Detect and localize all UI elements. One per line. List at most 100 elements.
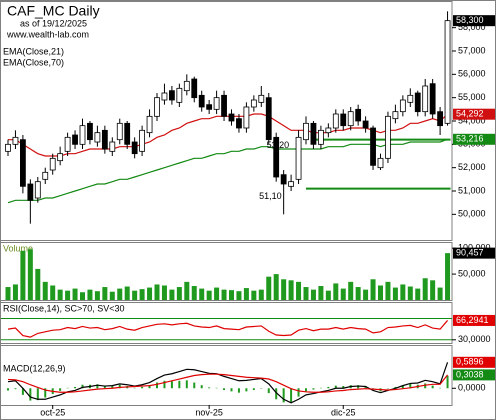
- volume-bar: [169, 289, 175, 300]
- value-tag: [453, 369, 495, 381]
- y-tick-label: 30,0000: [458, 334, 491, 344]
- macd-histogram-bar: [200, 385, 203, 389]
- candle-body: [146, 115, 153, 134]
- volume-bar: [80, 292, 85, 300]
- volume-bar: [325, 290, 331, 300]
- macd-histogram-bar: [245, 388, 248, 392]
- candle-body: [49, 157, 56, 171]
- y-tick-label: 56,000: [458, 69, 486, 79]
- candle-body: [198, 94, 205, 108]
- volume-bar: [176, 287, 182, 300]
- candle-body: [131, 141, 138, 155]
- candle-body: [250, 99, 257, 108]
- candle-body: [444, 20, 451, 124]
- candle-body: [183, 80, 190, 92]
- volume-bar: [147, 287, 153, 300]
- candle-body: [407, 94, 414, 103]
- candle-body: [377, 157, 384, 169]
- macd-histogram-bar: [170, 381, 173, 389]
- volume-bar: [430, 280, 436, 300]
- volume-bar: [243, 288, 249, 300]
- candle-body: [72, 134, 78, 145]
- panel-label: RSI(Close,14), SC>70, SV<30: [3, 303, 125, 313]
- macd-histogram-bar: [357, 385, 360, 389]
- macd-histogram-bar: [74, 386, 77, 389]
- value-tag-label: 58,300: [456, 15, 484, 25]
- macd-histogram-bar: [290, 388, 293, 403]
- candle-body: [116, 122, 123, 141]
- volume-bar: [340, 288, 346, 300]
- macd-line: [7, 373, 449, 393]
- volume-bar: [57, 289, 63, 300]
- value-tag: [453, 133, 495, 145]
- candle-body: [221, 94, 227, 117]
- volume-bar: [266, 276, 272, 300]
- volume-bar: [65, 290, 71, 300]
- macd-histogram-bar: [334, 385, 337, 389]
- volume-bar: [35, 268, 41, 300]
- x-tick-label: nov-25: [195, 407, 223, 417]
- volume-bar: [281, 279, 287, 300]
- candle-body: [303, 122, 309, 141]
- volume-bar: [318, 286, 324, 300]
- legend-entry: EMA(Close,21): [3, 46, 64, 56]
- candle-body: [243, 106, 250, 129]
- y-tick-label: 57,000: [458, 45, 486, 55]
- volume-bar: [355, 287, 361, 300]
- candle-body: [340, 113, 347, 127]
- volume-bar: [437, 287, 443, 300]
- y-tick-label: 51,000: [458, 185, 486, 195]
- candle-body: [161, 92, 168, 101]
- volume-bar: [251, 290, 257, 300]
- macd-histogram-bar: [81, 384, 84, 389]
- value-tag: [453, 108, 495, 120]
- rsi-line: [7, 320, 449, 338]
- y-tick-label: 0,0000: [458, 383, 486, 393]
- macd-histogram-bar: [401, 385, 404, 389]
- candle-body: [34, 181, 41, 199]
- candle-body: [168, 90, 175, 101]
- candle-body: [347, 111, 354, 127]
- macd-histogram-bar: [305, 388, 307, 392]
- y-tick-label: 50,000: [458, 268, 486, 278]
- candle-body: [273, 136, 280, 178]
- macd-histogram-bar: [44, 388, 47, 398]
- candle-body: [429, 83, 436, 115]
- macd-histogram-bar: [118, 384, 121, 389]
- macd-histogram-bar: [297, 388, 300, 397]
- value-tag: [453, 247, 495, 259]
- value-tag: [453, 356, 495, 368]
- y-tick-label: 54,000: [458, 115, 486, 125]
- macd-histogram-bar: [156, 382, 158, 389]
- volume-bar: [296, 281, 302, 300]
- chart-title: CAF_MC Daily: [7, 3, 100, 19]
- macd-histogram-bar: [394, 386, 397, 389]
- candle-body: [27, 183, 34, 201]
- candle-body: [370, 127, 376, 166]
- candle-body: [355, 108, 362, 122]
- macd-histogram-bar: [59, 388, 62, 391]
- value-tag-label: 54,292: [456, 109, 484, 119]
- subtitle: as of 19/12/2025: [20, 18, 87, 28]
- level-label: 51,10: [259, 191, 282, 201]
- volume-bar: [109, 291, 115, 300]
- macd-histogram-bar: [193, 382, 196, 389]
- macd-histogram-bar: [424, 383, 427, 389]
- volume-bar: [191, 286, 197, 300]
- macd-histogram-bar: [327, 386, 330, 389]
- candle-body: [57, 153, 64, 162]
- macd-histogram-bar: [141, 386, 144, 389]
- macd-histogram-bar: [96, 384, 99, 389]
- candle-body: [101, 129, 108, 150]
- macd-histogram-bar: [267, 388, 270, 394]
- candle-body: [206, 104, 213, 110]
- volume-bar: [392, 287, 398, 300]
- volume-bar: [303, 287, 309, 300]
- macd-histogram-bar: [14, 388, 17, 390]
- candle-body: [176, 87, 183, 103]
- volume-bar: [50, 285, 56, 300]
- volume-bar: [5, 287, 11, 300]
- volume-bar: [94, 291, 100, 300]
- volume-bar: [161, 285, 167, 300]
- candle-body: [422, 85, 429, 113]
